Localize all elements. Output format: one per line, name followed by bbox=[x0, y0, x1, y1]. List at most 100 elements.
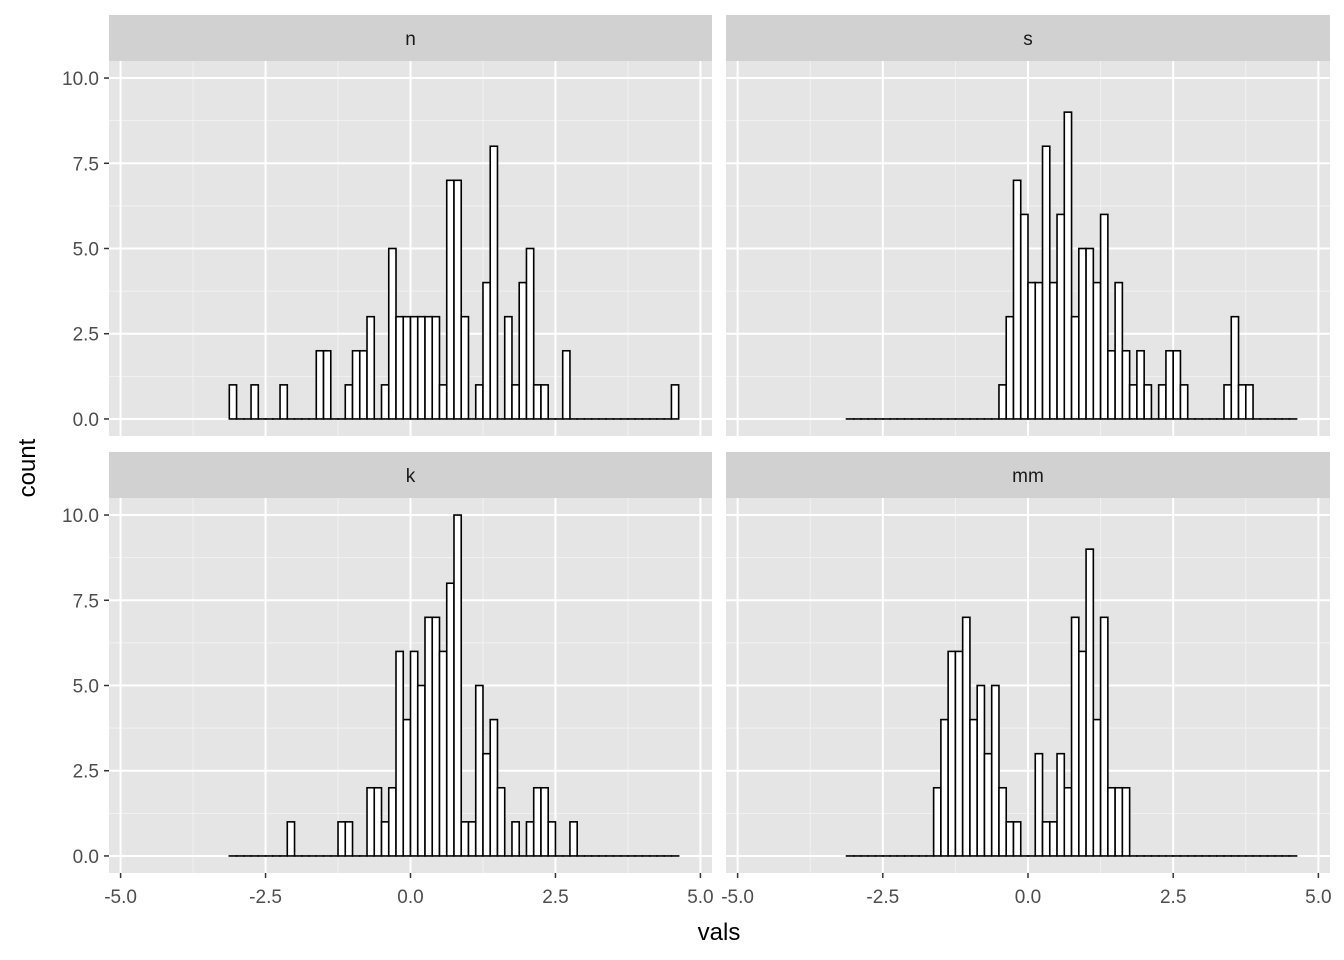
x-tick-label: -5.0 bbox=[104, 887, 137, 908]
histogram-bar bbox=[540, 384, 550, 420]
histogram-bar bbox=[1230, 315, 1240, 420]
histogram-bar bbox=[983, 752, 993, 857]
histogram-bar bbox=[561, 349, 571, 420]
histogram-bar bbox=[1041, 145, 1051, 420]
histogram-bar bbox=[1063, 111, 1073, 420]
histogram-bar bbox=[1244, 384, 1254, 420]
histogram-bar bbox=[569, 821, 578, 857]
x-tick-label: 2.5 bbox=[1160, 887, 1186, 908]
histogram-bar bbox=[511, 821, 521, 857]
histogram-bar bbox=[1092, 718, 1102, 857]
facet-panel-mm: mm -5.0 -2.5 0.0 2.5 5.0 bbox=[721, 452, 1332, 908]
x-tick-label: 2.5 bbox=[542, 887, 568, 908]
histogram-bar bbox=[1143, 384, 1153, 420]
histogram-bar bbox=[373, 786, 383, 857]
y-tick-label: 7.5 bbox=[73, 591, 99, 612]
histogram-bar bbox=[1099, 616, 1109, 857]
histogram-bar bbox=[431, 315, 441, 420]
y-tick-label: 0.0 bbox=[73, 847, 99, 868]
histogram-bar bbox=[482, 281, 492, 420]
histogram-bar bbox=[380, 384, 390, 420]
histogram-bar bbox=[250, 384, 260, 420]
histogram-bar bbox=[547, 821, 557, 857]
y-axis-title: count bbox=[14, 438, 41, 497]
histogram-bar bbox=[409, 315, 419, 420]
histogram-bar bbox=[286, 821, 296, 857]
histogram-bar bbox=[1121, 786, 1131, 857]
x-tick-label: -2.5 bbox=[866, 887, 899, 908]
histogram-bar bbox=[402, 315, 412, 420]
histogram-bar bbox=[489, 145, 499, 420]
histogram-bar bbox=[940, 718, 949, 857]
histogram-bar bbox=[474, 684, 484, 857]
histogram-bar bbox=[445, 582, 455, 857]
histogram-bar bbox=[460, 821, 470, 857]
y-tick-label: 10.0 bbox=[62, 506, 99, 527]
x-tick-label: 0.0 bbox=[397, 887, 423, 908]
histogram-bar bbox=[228, 384, 238, 420]
histogram-bar bbox=[315, 349, 325, 420]
histogram-bar bbox=[1012, 821, 1022, 857]
histogram-bar bbox=[1005, 821, 1015, 857]
facet-strip bbox=[109, 15, 712, 61]
histogram-bar bbox=[1034, 281, 1044, 420]
histogram-bar bbox=[344, 384, 354, 420]
histogram-bar bbox=[431, 616, 441, 857]
x-tick-label: 0.0 bbox=[1015, 887, 1041, 908]
histogram-bar bbox=[380, 821, 390, 857]
y-tick-label: 5.0 bbox=[73, 677, 99, 698]
x-tick-label: 5.0 bbox=[687, 887, 713, 908]
facet-panel-n: n 0.0 2.5 5.0 7.5 10.0 bbox=[62, 15, 712, 436]
histogram-bar bbox=[1056, 752, 1066, 857]
y-tick-label: 10.0 bbox=[62, 69, 99, 90]
histogram-bar bbox=[1107, 786, 1116, 857]
histogram-bar bbox=[1114, 281, 1124, 420]
facet-strip bbox=[109, 452, 712, 498]
histogram-bar bbox=[932, 786, 942, 857]
histogram-bar bbox=[1172, 349, 1182, 420]
histogram-bar bbox=[1136, 349, 1145, 420]
histogram-bar bbox=[1092, 281, 1102, 420]
histogram-bar bbox=[525, 821, 535, 857]
facet-strip-label: n bbox=[405, 29, 416, 50]
histogram-bar bbox=[670, 384, 680, 420]
facet-panel-s: s bbox=[726, 15, 1330, 436]
y-tick-label: 2.5 bbox=[73, 325, 99, 346]
histogram-bar bbox=[1114, 786, 1124, 857]
histogram-bar bbox=[351, 349, 361, 420]
histogram-bar bbox=[1128, 384, 1138, 420]
histogram-bar bbox=[409, 650, 419, 857]
y-tick-label: 7.5 bbox=[73, 154, 99, 175]
histogram-bar bbox=[1063, 786, 1073, 857]
histogram-bar bbox=[1157, 384, 1167, 420]
histogram-bar bbox=[998, 384, 1008, 420]
y-tick-label: 2.5 bbox=[73, 762, 99, 783]
histogram-bar bbox=[395, 650, 405, 857]
histogram-bar bbox=[1237, 384, 1247, 420]
y-tick-label: 0.0 bbox=[73, 410, 99, 431]
histogram-bar bbox=[402, 718, 412, 857]
facet-strip-label: mm bbox=[1012, 466, 1044, 487]
histogram-bar bbox=[961, 616, 971, 857]
histogram-bar bbox=[532, 786, 542, 857]
histogram-bar bbox=[1121, 349, 1131, 420]
histogram-bar bbox=[954, 650, 964, 857]
histogram-bar bbox=[1048, 821, 1058, 857]
histogram-bar bbox=[1078, 650, 1087, 857]
histogram-bar bbox=[496, 786, 506, 857]
histogram-bar bbox=[387, 786, 397, 857]
histogram-bar bbox=[467, 821, 477, 857]
facet-strip-label: s bbox=[1023, 29, 1033, 50]
y-tick-label: 5.0 bbox=[73, 240, 99, 261]
histogram-bar bbox=[453, 179, 463, 420]
histogram-bar bbox=[1085, 548, 1095, 857]
facet-strip bbox=[726, 15, 1330, 61]
histogram-bar bbox=[474, 384, 484, 420]
histogram-bar bbox=[445, 179, 455, 420]
histogram-bar bbox=[438, 650, 448, 857]
histogram-bar bbox=[489, 718, 499, 857]
histogram-bar bbox=[395, 315, 405, 420]
histogram-bar bbox=[540, 786, 550, 857]
histogram-bar bbox=[518, 281, 528, 420]
